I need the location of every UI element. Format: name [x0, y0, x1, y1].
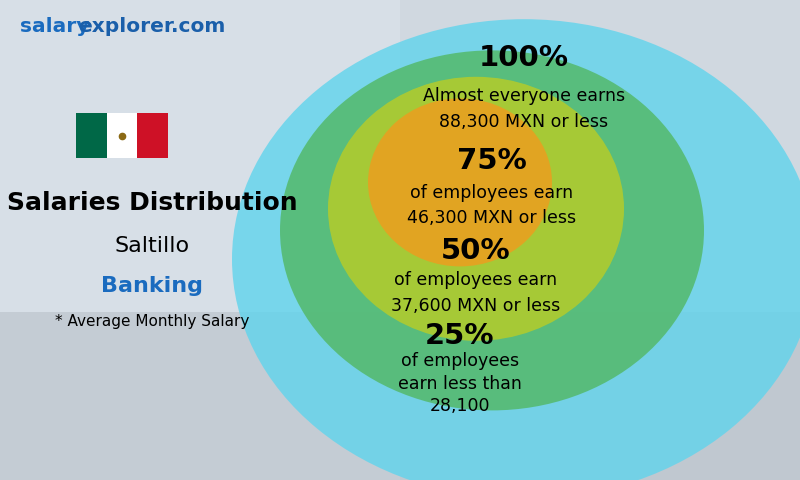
Text: 100%: 100% — [479, 44, 569, 72]
Bar — [76, 113, 106, 158]
Ellipse shape — [232, 19, 800, 480]
Bar — [138, 113, 168, 158]
Text: explorer.com: explorer.com — [78, 17, 226, 36]
Text: Salaries Distribution: Salaries Distribution — [6, 191, 298, 215]
Bar — [0, 0, 400, 480]
Ellipse shape — [368, 98, 552, 266]
Bar — [0, 312, 800, 480]
Text: 25%: 25% — [426, 322, 494, 350]
Text: * Average Monthly Salary: * Average Monthly Salary — [55, 314, 249, 329]
Text: Almost everyone earns: Almost everyone earns — [423, 87, 625, 105]
Text: Banking: Banking — [101, 276, 203, 296]
Text: 37,600 MXN or less: 37,600 MXN or less — [391, 297, 561, 315]
Text: 46,300 MXN or less: 46,300 MXN or less — [407, 209, 577, 228]
Text: earn less than: earn less than — [398, 375, 522, 393]
Text: 75%: 75% — [457, 147, 527, 175]
Text: Saltillo: Saltillo — [114, 236, 190, 256]
Text: 28,100: 28,100 — [430, 396, 490, 415]
Text: 50%: 50% — [441, 237, 511, 264]
Text: of employees: of employees — [401, 352, 519, 370]
Ellipse shape — [328, 77, 624, 341]
Bar — [106, 113, 138, 158]
Text: of employees earn: of employees earn — [410, 184, 574, 202]
Ellipse shape — [280, 50, 704, 410]
Text: 88,300 MXN or less: 88,300 MXN or less — [439, 113, 609, 132]
Text: salary: salary — [20, 17, 90, 36]
Text: of employees earn: of employees earn — [394, 271, 558, 289]
